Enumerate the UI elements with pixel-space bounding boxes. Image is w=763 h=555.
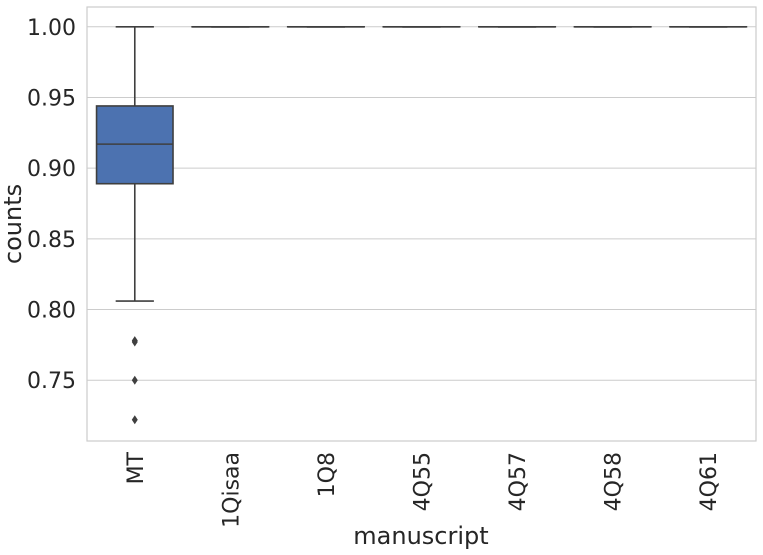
x-tick-label: MT [124, 451, 149, 484]
x-tick-label: 4Q58 [602, 452, 627, 511]
y-tick-label: 0.85 [27, 228, 76, 253]
x-tick-labels: MT 1Qisaa 1Q8 4Q55 4Q57 4Q58 4Q61 [124, 451, 722, 527]
outlier-point [131, 415, 138, 425]
y-tick-label: 0.90 [27, 157, 76, 182]
y-tick-label: 0.80 [27, 299, 76, 324]
boxes-layer [95, 25, 748, 425]
x-tick-label: 1Qisaa [219, 452, 244, 528]
y-tick-label: 1.00 [27, 16, 76, 41]
y-tick-labels: 0.75 0.80 0.85 0.90 0.95 1.00 [27, 16, 76, 394]
box-mt [95, 25, 174, 425]
plot-area [87, 7, 756, 441]
y-tick-label: 0.95 [27, 86, 76, 111]
x-tick-label: 4Q61 [697, 452, 722, 511]
x-tick-label: 1Q8 [315, 452, 340, 497]
x-tick-label: 4Q57 [506, 452, 531, 511]
x-axis-label: manuscript [353, 522, 488, 550]
x-tick-label: 4Q55 [411, 452, 436, 511]
plot-frame [86, 6, 757, 442]
outlier-point [131, 337, 138, 347]
outlier-point [131, 375, 138, 385]
y-axis-label: counts [0, 184, 27, 264]
y-tick-label: 0.75 [27, 369, 76, 394]
